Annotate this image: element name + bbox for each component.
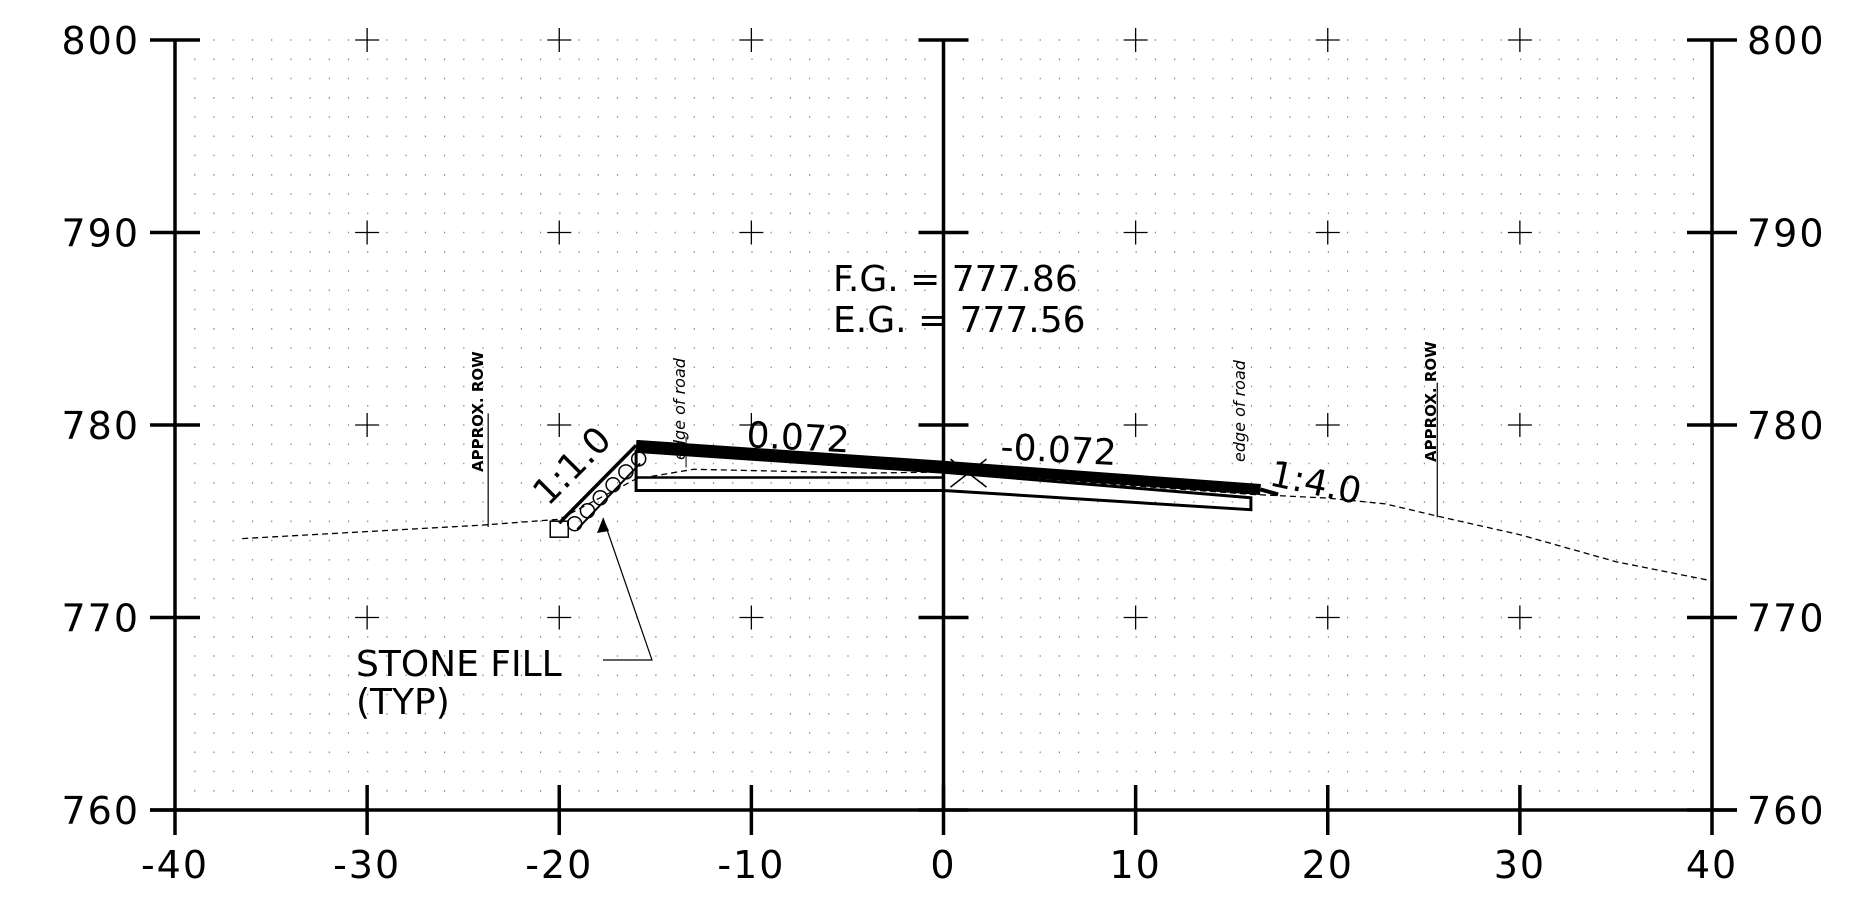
grid-cross (547, 605, 572, 630)
x-axis-ticks: -40 -30 -20 -10 0 10 20 30 40 (141, 785, 1738, 887)
grid-cross (1123, 220, 1148, 245)
grid-cross (1123, 605, 1148, 630)
left-cross-slope-label: 0.072 (746, 415, 851, 461)
stone-fill-stone (592, 490, 609, 506)
y-tick-label-right: 800 (1747, 19, 1826, 63)
x-tick-label: -30 (333, 843, 401, 887)
y-tick-label-right: 760 (1747, 789, 1826, 833)
grid-cross-marks (355, 28, 1532, 630)
x-tick-label: -10 (717, 843, 785, 887)
grid-cross (1315, 28, 1340, 52)
grid-cross (1507, 605, 1532, 630)
stone-fill-typ-label: (TYP) (356, 682, 450, 723)
stone-fill-stone (630, 451, 647, 467)
grid-cross (739, 220, 764, 245)
y-tick-label-left: 780 (61, 404, 140, 448)
y-tick-label-left: 800 (61, 19, 140, 63)
grid-cross (1315, 605, 1340, 630)
grid-cross (547, 413, 572, 437)
edge-of-road-left-label: edge of road (670, 357, 689, 460)
grid-cross (1507, 28, 1532, 52)
right-side-slope-label: 1:4.0 (1266, 454, 1365, 513)
grid-cross (1507, 413, 1532, 437)
y-axis-ticks: 800 790 780 770 760 800 790 780 770 760 (61, 19, 1826, 833)
x-tick-label: 40 (1686, 843, 1738, 887)
grid-cross (739, 605, 764, 630)
x-tick-label: 30 (1494, 843, 1546, 887)
y-tick-label-right: 790 (1747, 212, 1826, 256)
x-tick-label: -20 (525, 843, 593, 887)
grid-cross (355, 220, 380, 245)
y-tick-label-left: 790 (61, 212, 140, 256)
stone-fill-toe (549, 520, 569, 538)
stone-fill-stone (605, 477, 621, 493)
y-tick-label-right: 770 (1747, 597, 1826, 641)
y-tick-label-left: 770 (61, 597, 140, 641)
grid-cross (739, 28, 764, 52)
x-tick-label: 0 (930, 843, 956, 887)
grid-cross (1315, 413, 1340, 437)
finished-grade-line (635, 439, 1261, 495)
pavement-section (634, 449, 1253, 512)
grid-cross (1315, 220, 1340, 245)
finished-grade-label: F.G. = 777.86 (833, 259, 1078, 300)
grid-cross (1123, 28, 1148, 52)
stone-fill-leader (602, 517, 653, 661)
y-tick-label-right: 780 (1747, 404, 1826, 448)
right-cross-slope-label: -0.072 (1000, 427, 1118, 474)
approx-row-right-label: APPROX. ROW (1422, 341, 1440, 462)
grid-cross (355, 28, 380, 52)
stone-fill-arrowhead (597, 518, 609, 533)
stone-fill-label: STONE FILL (356, 644, 562, 685)
grid-cross (739, 413, 764, 437)
centerline-marker (950, 458, 987, 488)
left-fill-slope-line (558, 444, 638, 525)
approx-row-left-label: APPROX. ROW (469, 351, 487, 472)
x-tick-label: 10 (1109, 843, 1161, 887)
grid-cross (547, 28, 572, 52)
profiles (242, 382, 1713, 661)
right-fill-slope-line (1259, 487, 1279, 497)
stone-fill-stone (579, 502, 596, 519)
existing-ground-line (242, 468, 1713, 582)
grid-cross (355, 605, 380, 630)
grid-cross (1507, 220, 1532, 245)
existing-grade-label: E.G. = 777.56 (833, 300, 1086, 341)
x-tick-label: -40 (141, 843, 209, 887)
stone-fill-stone (618, 464, 634, 480)
stone-fill-stone (566, 515, 583, 532)
x-tick-label: 20 (1302, 843, 1354, 887)
grid-cross (547, 220, 572, 245)
grid-cross (355, 413, 380, 437)
y-tick-label-left: 760 (61, 789, 140, 833)
grid-cross (1123, 413, 1148, 437)
edge-of-road-right-label: edge of road (1230, 359, 1249, 462)
